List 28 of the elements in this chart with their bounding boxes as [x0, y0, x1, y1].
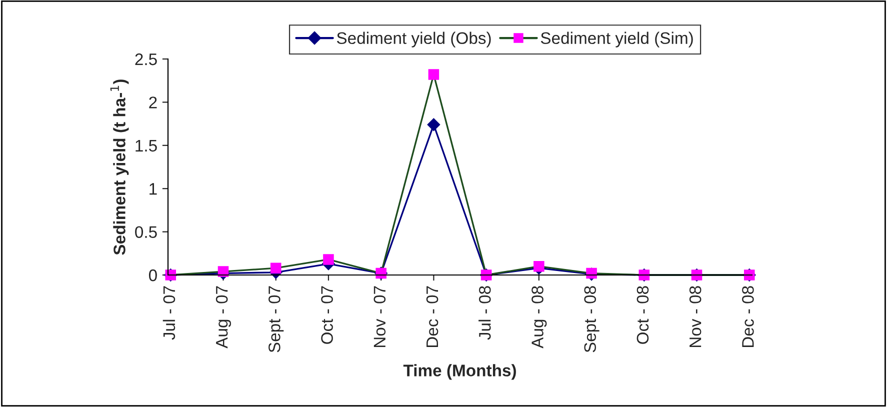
point	[428, 69, 440, 80]
x-tick-label: Sept - 07	[268, 286, 284, 352]
x-tick-label: Dec - 08	[742, 286, 754, 348]
x-tick-label: Jul - 07	[162, 286, 176, 340]
x-tick-label: Dec - 07	[426, 286, 438, 348]
point	[427, 118, 440, 132]
point	[270, 262, 282, 274]
legend-label: Sediment yield (Sim)	[540, 32, 693, 48]
y-axis-title: Sediment yield (t ha-$^{1}$)	[110, 80, 129, 255]
y-tick-label: 2.5	[135, 53, 157, 66]
x-tick-label: Aug - 08	[532, 286, 547, 348]
x-tick-label: Sept - 08	[584, 286, 600, 352]
y-tick-label: 0	[148, 269, 157, 282]
y-tick-label: 1.5	[136, 140, 157, 152]
x-tick-label: Jul - 08	[478, 286, 491, 340]
x-tick-label: Oct - 07	[321, 286, 333, 344]
x-tick-label: Oct - 08	[636, 286, 649, 344]
y-tick-label: 2	[149, 96, 157, 108]
x-tick-label: Nov - 08	[689, 286, 702, 348]
x-tick-label: Aug - 07	[216, 286, 232, 348]
point	[323, 254, 334, 265]
x-axis-title: Time (Months)	[403, 364, 516, 380]
x-tick-label: Nov - 07	[374, 286, 386, 348]
y-tick-label: 0.5	[135, 226, 157, 238]
point	[218, 266, 229, 277]
point	[534, 260, 544, 272]
legend-label: Sediment yield (Obs)	[336, 32, 491, 48]
y-tick-label: 1	[150, 183, 157, 195]
